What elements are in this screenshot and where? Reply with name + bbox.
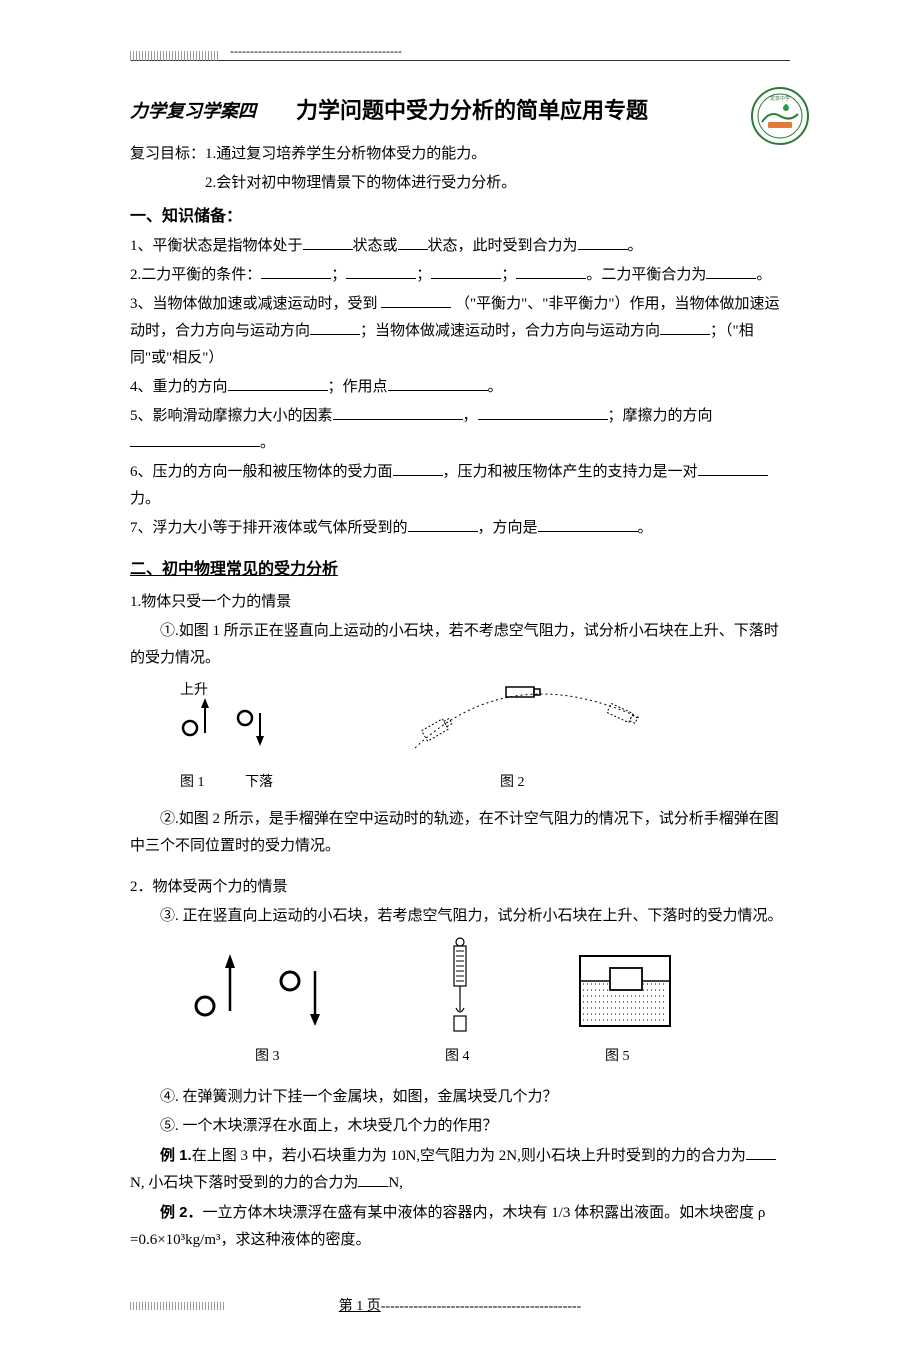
q5: 5、影响滑动摩擦力大小的因素 ， ；摩擦力的方向 。 bbox=[130, 403, 790, 457]
blank bbox=[261, 278, 331, 279]
goals-line1: 复习目标：1.通过复习培养学生分析物体受力的能力。 bbox=[130, 141, 790, 168]
blank bbox=[578, 249, 628, 250]
q5-c: 。 bbox=[260, 435, 275, 451]
comma: ， bbox=[463, 408, 478, 424]
q4-b: ；作用点 bbox=[328, 379, 388, 395]
ex1-label: 例 1. bbox=[160, 1147, 192, 1164]
blank bbox=[660, 334, 710, 335]
fig2-label: 图 2 bbox=[500, 770, 525, 795]
sec2-p1: 1.物体只受一个力的情景 bbox=[130, 589, 790, 616]
footer-dashes: ----------------------------------------… bbox=[381, 1299, 581, 1314]
q4: 4、重力的方向 ；作用点 。 bbox=[130, 374, 790, 401]
q5-a: 5、影响滑动摩擦力大小的因素 bbox=[130, 408, 333, 424]
fig3-label: 图 3 bbox=[255, 1044, 280, 1069]
section2-heading: 二、初中物理常见的受力分析 bbox=[130, 556, 790, 585]
ex2-text: 一立方体木块漂浮在盛有某中液体的容器内，木块有 1/3 体积露出液面。如木块密度… bbox=[130, 1205, 765, 1248]
blank bbox=[303, 249, 353, 250]
q3-a: 3、当物体做加速或减速运动时，受到 bbox=[130, 296, 378, 312]
blank bbox=[478, 419, 608, 420]
main-title: 力学问题中受力分析的简单应用专题 bbox=[296, 91, 648, 131]
figure-3-4-5-svg bbox=[160, 936, 760, 1056]
fig1-label: 图 1 bbox=[180, 770, 205, 795]
svg-text:龙泉中学: 龙泉中学 bbox=[770, 95, 790, 102]
q1-d: 。 bbox=[628, 238, 643, 254]
q1: 1、平衡状态是指物体处于 状态或 状态，此时受到合力为 。 bbox=[130, 233, 790, 260]
section1-heading: 一、知识储备： bbox=[130, 203, 790, 232]
q4-a: 4、重力的方向 bbox=[130, 379, 228, 395]
blank bbox=[398, 249, 428, 250]
figure-row-2: 图 3 图 4 图 5 bbox=[160, 936, 790, 1076]
ex1-end: N, bbox=[388, 1175, 403, 1191]
top-rule bbox=[130, 60, 790, 61]
q2-end: 。二力平衡合力为 bbox=[586, 267, 706, 283]
page-number: 第 1 页-----------------------------------… bbox=[339, 1299, 581, 1314]
q6: 6、压力的方向一般和被压物体的受力面 ，压力和被压物体产生的支持力是一对力。 bbox=[130, 459, 790, 513]
example-1: 例 1.在上图 3 中，若小石块重力为 10N,空气阻力为 2N,则小石块上升时… bbox=[130, 1142, 790, 1197]
figure-row-1: 上升 图 1 bbox=[160, 678, 790, 798]
blank bbox=[228, 390, 328, 391]
goals-prefix: 复习目标： bbox=[130, 146, 205, 162]
q6-a: 6、压力的方向一般和被压物体的受力面 bbox=[130, 464, 393, 480]
blank bbox=[388, 390, 488, 391]
ex1-text: 在上图 3 中，若小石块重力为 10N,空气阻力为 2N,则小石块上升时受到的力… bbox=[192, 1148, 746, 1164]
semi: ； bbox=[331, 267, 346, 283]
page-footer: 第 1 页-----------------------------------… bbox=[130, 1294, 790, 1319]
q6-c: 力。 bbox=[130, 491, 160, 507]
semi: ； bbox=[501, 267, 516, 283]
q6-b: ，压力和被压物体产生的支持力是一对 bbox=[443, 464, 698, 480]
sec2-p2-3: ③. 正在竖直向上运动的小石块，若考虑空气阻力，试分析小石块在上升、下落时的受力… bbox=[130, 903, 790, 930]
ex1-mid: N, 小石块下落时受到的力的合力为 bbox=[130, 1175, 358, 1191]
title-row: 力学复习学案四 力学问题中受力分析的简单应用专题 龙泉中学 bbox=[130, 91, 790, 131]
q1-a: 1、平衡状态是指物体处于 bbox=[130, 238, 303, 254]
fig4-label: 图 4 bbox=[445, 1044, 470, 1069]
blank bbox=[431, 278, 501, 279]
page-num-text: 第 1 页 bbox=[339, 1299, 381, 1314]
ex2-label: 例 2． bbox=[160, 1204, 203, 1221]
sec2-p2-5: ⑤. 一个木块漂浮在水面上，木块受几个力的作用？ bbox=[130, 1113, 790, 1140]
blank bbox=[381, 307, 451, 308]
fig1-down-label: 下落 bbox=[245, 770, 273, 795]
q7-c: 。 bbox=[638, 520, 653, 536]
goal-1: 1.通过复习培养学生分析物体受力的能力。 bbox=[205, 146, 486, 162]
blank bbox=[333, 419, 463, 420]
goal-2: 2.会针对初中物理情景下的物体进行受力分析。 bbox=[130, 170, 790, 197]
q2-a: 2.二力平衡的条件： bbox=[130, 267, 261, 283]
blank bbox=[516, 278, 586, 279]
fig5-label: 图 5 bbox=[605, 1044, 630, 1069]
sec2-p1-1: ①.如图 1 所示正在竖直向上运动的小石块，若不考虑空气阻力，试分析小石块在上升… bbox=[130, 618, 790, 672]
q5-b: ；摩擦力的方向 bbox=[608, 408, 713, 424]
blank bbox=[358, 1186, 388, 1187]
blank bbox=[393, 475, 443, 476]
blank bbox=[746, 1159, 776, 1160]
blank bbox=[698, 475, 768, 476]
figure-1-2-svg bbox=[160, 678, 760, 778]
q1-b: 状态或 bbox=[353, 238, 398, 254]
q1-c: 状态，此时受到合力为 bbox=[428, 238, 578, 254]
q4-c: 。 bbox=[488, 379, 503, 395]
subtitle: 力学复习学案四 bbox=[130, 95, 256, 127]
semi: ； bbox=[416, 267, 431, 283]
q3-c: ；当物体做减速运动时，合力方向与运动方向 bbox=[360, 323, 660, 339]
q7: 7、浮力大小等于排开液体或气体所受到的 ，方向是 。 bbox=[130, 515, 790, 542]
q7-a: 7、浮力大小等于排开液体或气体所受到的 bbox=[130, 520, 408, 536]
blank bbox=[408, 531, 478, 532]
blank bbox=[538, 531, 638, 532]
blank bbox=[706, 278, 756, 279]
school-logo-icon: 龙泉中学 bbox=[750, 86, 810, 156]
sec2-p1-2: ②.如图 2 所示，是手榴弹在空中运动时的轨迹，在不计空气阻力的情况下，试分析手… bbox=[130, 806, 790, 860]
blank bbox=[346, 278, 416, 279]
blank bbox=[310, 334, 360, 335]
q2: 2.二力平衡的条件： ； ； ； 。二力平衡合力为 。 bbox=[130, 262, 790, 289]
sec2-p2: 2．物体受两个力的情景 bbox=[130, 874, 790, 901]
sec2-p2-4: ④. 在弹簧测力计下挂一个金属块，如图，金属块受几个力？ bbox=[130, 1084, 790, 1111]
q2-dot: 。 bbox=[756, 267, 771, 283]
q3: 3、当物体做加速或减速运动时，受到 （"平衡力"、"非平衡力"）作用，当物体做加… bbox=[130, 291, 790, 372]
blank bbox=[130, 446, 260, 447]
example-2: 例 2．一立方体木块漂浮在盛有某中液体的容器内，木块有 1/3 体积露出液面。如… bbox=[130, 1199, 790, 1254]
q7-b: ，方向是 bbox=[478, 520, 538, 536]
